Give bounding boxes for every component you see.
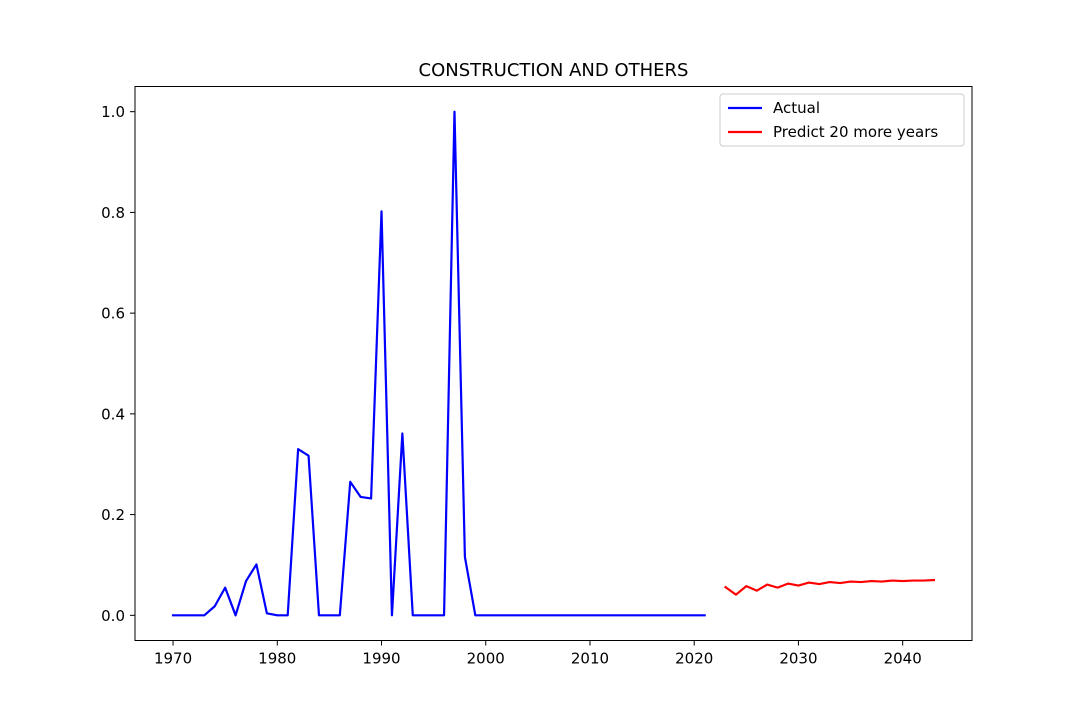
x-tick-label: 1970 (154, 650, 192, 668)
x-tick-label: 1980 (258, 650, 296, 668)
series-line-predict (723, 578, 936, 596)
x-tick-label: 2010 (571, 650, 609, 668)
x-tick-label: 2000 (467, 650, 505, 668)
axes-frame (134, 86, 973, 641)
y-tick-label: 0.4 (101, 405, 125, 423)
y-tick-label: 1.0 (101, 103, 125, 121)
legend-label-predict: Predict 20 more years (773, 123, 938, 141)
series-line-actual (171, 110, 706, 617)
y-tick-label: 0.6 (101, 305, 125, 323)
plot-area: 1970 1980 1990 2000 2010 2020 2030 2040 0.0 0.2 0.… (101, 86, 973, 668)
y-tick-label: 0.8 (101, 204, 125, 222)
x-tick-label: 1990 (362, 650, 400, 668)
y-tick-label: 0.0 (101, 607, 125, 625)
legend-label-actual: Actual (773, 99, 820, 117)
legend-box (719, 93, 965, 147)
chart-title: CONSTRUCTION AND OTHERS (419, 60, 689, 81)
legend: Actual Predict 20 more years (719, 93, 965, 147)
x-tick-label: 2030 (779, 650, 817, 668)
x-tick-label: 2020 (675, 650, 713, 668)
x-tick-label: 2040 (884, 650, 922, 668)
y-tick-label: 0.2 (101, 506, 125, 524)
